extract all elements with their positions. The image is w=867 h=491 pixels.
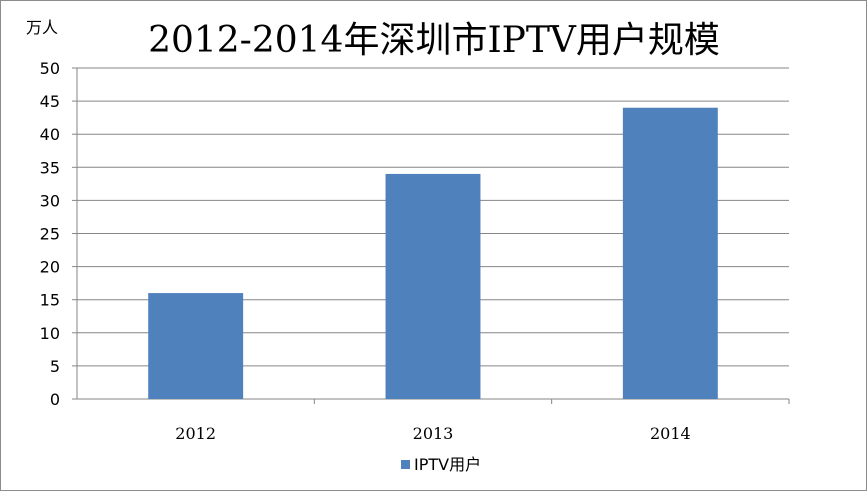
x-tick-label: 2013 [413, 424, 454, 443]
y-tick-labels: 0 5 10 15 20 25 30 35 40 45 50 [40, 59, 60, 409]
y-tick-label: 45 [40, 92, 60, 111]
x-tick-label: 2014 [650, 424, 691, 443]
x-tick-labels: 2012 2013 2014 [175, 424, 690, 443]
x-tick-label: 2012 [175, 424, 216, 443]
bar-2012 [148, 293, 244, 399]
y-tick-label: 0 [50, 390, 60, 409]
bars [148, 107, 718, 399]
y-tick-label: 25 [40, 225, 60, 244]
y-tick-label: 20 [40, 258, 60, 277]
y-tick-label: 10 [40, 324, 60, 343]
y-tick-label: 30 [40, 191, 60, 210]
bar-2014 [622, 107, 718, 399]
y-tick-label: 15 [40, 291, 60, 310]
legend-swatch [401, 460, 410, 469]
legend-label: IPTV用户 [414, 455, 481, 474]
y-tick-label: 5 [50, 357, 60, 376]
chart-title: 2012-2014年深圳市IPTV用户规模 [148, 20, 720, 61]
y-tick-label: 35 [40, 158, 60, 177]
legend: IPTV用户 [401, 455, 481, 474]
y-tick-label: 40 [40, 125, 60, 144]
bar-2013 [385, 173, 481, 399]
y-axis-unit-label: 万人 [26, 18, 58, 37]
y-tick-label: 50 [40, 59, 60, 78]
